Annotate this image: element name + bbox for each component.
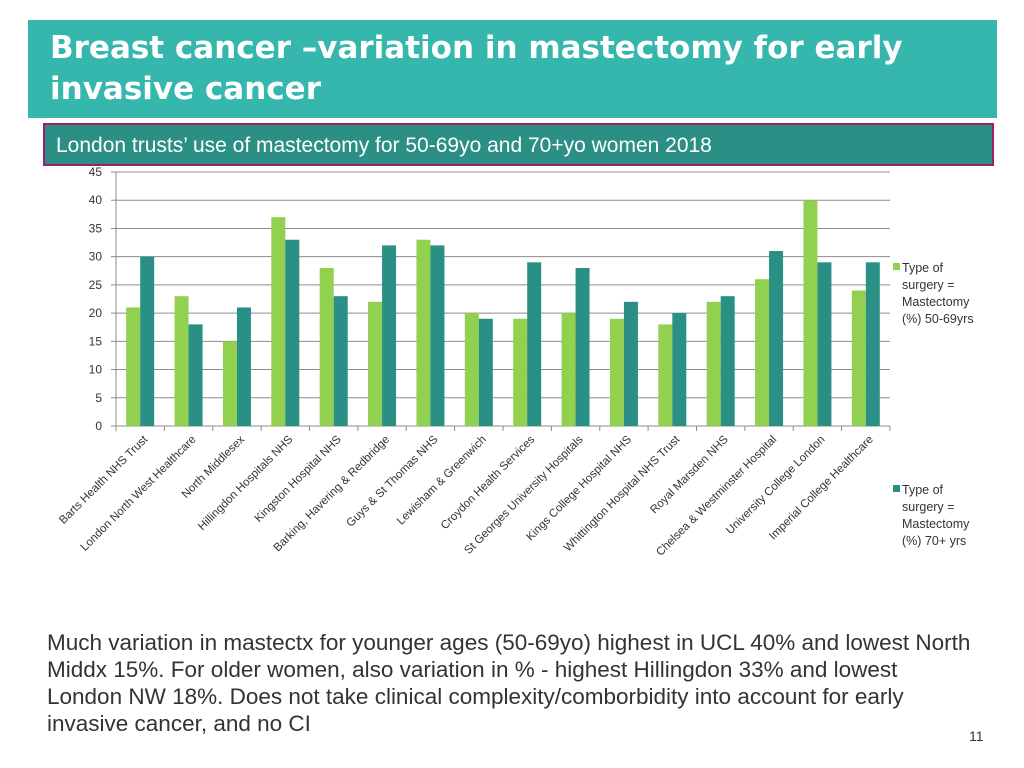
bar-70-plus [285,239,300,426]
bar-50-69 [658,324,673,426]
legend-label: (%) 70+ yrs [902,534,966,548]
legend-label: surgery = [902,278,954,292]
y-tick-label: 10 [89,363,103,377]
bar-70-plus [140,256,155,426]
bar-70-plus [817,262,832,426]
bar-50-69 [513,318,528,426]
page-title: Breast cancer –variation in mastectomy f… [50,30,903,107]
bar-50-69 [561,313,576,426]
bar-50-69 [803,200,818,426]
bars [126,200,880,426]
bar-70-plus [188,324,203,426]
legend-label: (%) 50-69yrs [902,312,974,326]
y-tick-label: 5 [95,391,102,405]
bar-70-plus [382,245,397,426]
y-tick-label: 45 [89,165,103,179]
subtitle-banner: London trusts’ use of mastectomy for 50-… [43,123,994,166]
bar-50-69 [416,239,431,426]
title-banner: Breast cancer –variation in mastectomy f… [28,20,997,118]
y-tick-label: 0 [95,419,102,433]
bar-70-plus [236,307,251,426]
y-tick-label: 30 [89,250,103,264]
y-tick-label: 20 [89,306,103,320]
x-tick-label: Lewisham & Greenwich [395,434,489,528]
x-tick-label: Hillingdon Hospitals NHS [196,433,296,533]
legend: Type of surgery = Mastectomy (%) 50-69yrs Ty… [893,261,974,548]
y-tick-label: 40 [89,193,103,207]
page-number: 11 [969,728,984,744]
y-tick-label: 35 [89,221,103,235]
commentary-text: Much variation in mastectx for younger a… [47,630,971,736]
bar-70-plus [865,262,880,426]
bar-70-plus [333,296,348,426]
legend-label: surgery = [902,500,954,514]
x-tick-label: Kingston Hospital NHS [253,433,344,524]
bar-70-plus [478,318,493,426]
bar-50-69 [755,279,770,426]
y-tick-label: 25 [89,278,103,292]
bar-50-69 [851,290,866,426]
legend-swatch-70-plus [893,485,900,492]
legend-label: Mastectomy [902,517,970,531]
legend-label: Type of [902,261,944,275]
legend-label: Mastectomy [902,295,970,309]
chart-subtitle: London trusts’ use of mastectomy for 50-… [56,134,712,157]
bar-70-plus [575,267,590,426]
x-tick-label: Croydon Health Services [439,433,538,532]
bar-70-plus [527,262,542,426]
bar-50-69 [706,301,721,426]
bar-50-69 [609,318,624,426]
x-tick-label: Guys & St Thomas NHS [345,433,441,529]
y-tick-labels: 0 5 10 15 20 25 30 35 40 45 [89,165,103,433]
bar-70-plus [720,296,735,426]
bar-50-69 [126,307,141,426]
x-tick-label: Imperial College Healthcare [767,434,876,543]
bar-50-69 [222,341,237,426]
bar-50-69 [319,267,334,426]
legend-swatch-50-69 [893,263,900,270]
x-tick-label: Kings College Hospital NHS [524,433,634,543]
bar-70-plus [623,301,638,426]
x-tick-label: Barts Health NHS Trust [57,433,151,527]
y-tick-label: 15 [89,334,103,348]
bar-70-plus [769,251,784,426]
bar-70-plus [430,245,445,426]
mastectomy-bar-chart: 0 5 10 15 20 25 30 35 40 45 Barts Health NHS Trus… [57,165,974,559]
x-tick-label: University College London [724,434,827,537]
bar-70-plus [672,313,687,426]
bar-50-69 [368,301,383,426]
bar-50-69 [464,313,479,426]
bar-50-69 [271,217,286,426]
legend-label: Type of [902,483,944,497]
bar-50-69 [174,296,189,426]
